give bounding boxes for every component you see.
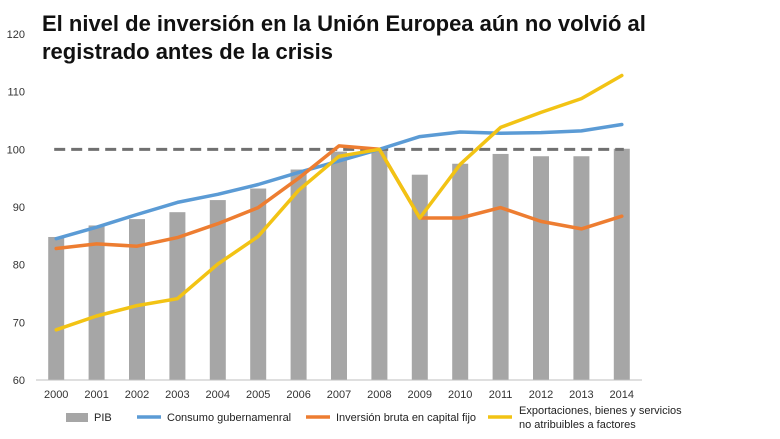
line-series-1 — [54, 122, 624, 241]
bar-pib-2008 — [371, 149, 388, 380]
line-series-3 — [54, 73, 624, 332]
legend-label-exportaciones-1: Exportaciones, bienes y servicios — [519, 405, 682, 417]
x-tick-label: 2002 — [125, 389, 149, 401]
y-tick-label: 120 — [7, 29, 25, 41]
bar-pib-2000 — [48, 236, 65, 380]
bars — [48, 148, 630, 380]
x-tick-label: 2000 — [44, 389, 68, 401]
bar-pib-2010 — [452, 163, 469, 380]
bar-pib-2009 — [411, 174, 428, 380]
y-tick-label: 110 — [7, 87, 25, 99]
x-tick-label: 2007 — [327, 389, 351, 401]
bar-pib-2007 — [331, 151, 347, 380]
y-tick-label: 100 — [7, 144, 25, 156]
x-tick-label: 2011 — [489, 389, 513, 401]
legend-swatch-pib — [66, 413, 88, 422]
bar-pib-2013 — [573, 156, 590, 380]
y-axis-ticks: 60 70 80 90 100 110 120 — [7, 29, 25, 387]
bar-pib-2005 — [250, 188, 267, 380]
x-tick-label: 2009 — [408, 389, 432, 401]
bar-pib-2004 — [209, 200, 226, 380]
x-tick-label: 2003 — [165, 389, 189, 401]
legend-label-consumo: Consumo gubernamenral — [167, 412, 291, 424]
x-tick-label: 2006 — [286, 389, 310, 401]
x-axis-ticks: 2000 2001 2002 2003 2004 2005 2006 2007 2008 2009… — [44, 389, 634, 401]
bar-pib-2014 — [613, 148, 630, 380]
bar-pib-2003 — [169, 212, 186, 380]
x-tick-label: 2008 — [367, 389, 391, 401]
x-tick-label: 2010 — [448, 389, 472, 401]
x-tick-label: 2012 — [529, 389, 553, 401]
bar-pib-2012 — [533, 156, 549, 380]
x-tick-label: 2014 — [610, 389, 634, 401]
bar-pib-2002 — [129, 219, 145, 380]
legend: PIB Consumo gubernamenral Inversión bruta … — [66, 405, 682, 431]
legend-label-inversion: Inversión bruta en capital fijo — [336, 412, 476, 424]
y-tick-label: 80 — [13, 260, 25, 272]
x-tick-label: 2001 — [84, 389, 108, 401]
bar-pib-2001 — [88, 225, 105, 380]
bar-pib-2011 — [492, 153, 509, 380]
x-tick-label: 2005 — [246, 389, 270, 401]
legend-label-exportaciones-2: no atribuibles a factores — [519, 419, 636, 431]
y-tick-label: 60 — [13, 375, 25, 387]
x-tick-label: 2013 — [569, 389, 593, 401]
x-tick-label: 2004 — [206, 389, 230, 401]
chart-title: El nivel de inversión en la Unión Europe… — [42, 11, 646, 64]
series-lines — [54, 73, 624, 332]
bar-pib-2006 — [290, 169, 307, 380]
y-tick-label: 70 — [13, 317, 25, 329]
line-series-2 — [54, 144, 624, 251]
legend-label-pib: PIB — [94, 412, 112, 424]
y-tick-label: 90 — [13, 202, 25, 214]
